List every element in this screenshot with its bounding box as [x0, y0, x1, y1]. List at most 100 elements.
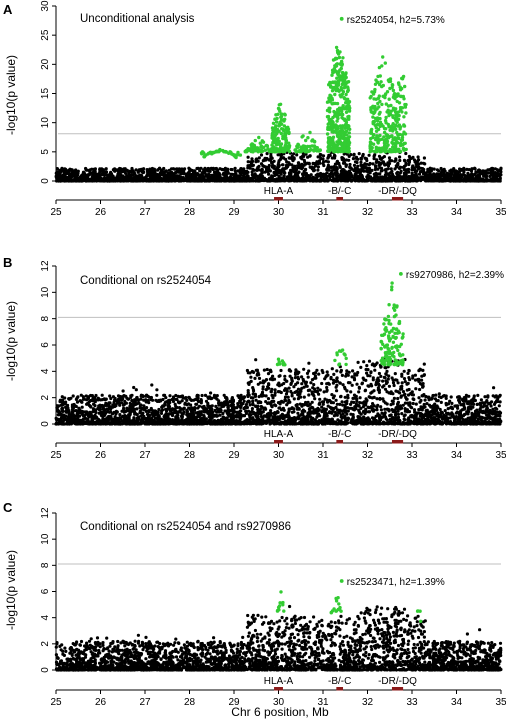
significant-snp-point — [400, 135, 405, 140]
significant-snp-point — [341, 90, 346, 94]
snp-point — [107, 175, 111, 179]
significant-snp-point — [301, 149, 305, 153]
snp-point — [396, 163, 400, 167]
panel-a-letter: A — [3, 2, 13, 17]
significant-snp-point — [348, 127, 352, 131]
snp-point — [449, 179, 453, 183]
significant-snp-point — [391, 106, 396, 110]
significant-snp-point — [304, 146, 309, 150]
significant-snp-point — [388, 112, 393, 117]
snp-point — [362, 166, 366, 170]
significant-snp-point — [344, 92, 348, 97]
snp-point — [348, 166, 352, 170]
significant-snp-point — [281, 146, 285, 150]
significant-snp-point — [328, 81, 332, 85]
snp-point — [353, 160, 358, 164]
significant-snp-point — [341, 56, 345, 60]
snp-point — [243, 177, 247, 181]
significant-snp-point — [384, 115, 388, 120]
snp-point — [327, 168, 331, 172]
snp-point — [413, 170, 417, 174]
snp-point — [439, 400, 443, 404]
snp-point — [330, 367, 334, 371]
significant-snp-point — [249, 143, 253, 147]
snp-point — [252, 173, 256, 177]
significant-snp-point — [391, 88, 396, 93]
snp-point — [328, 175, 332, 179]
snp-point — [424, 179, 428, 183]
snp-point — [158, 176, 162, 180]
snp-point — [145, 170, 150, 174]
snp-point — [345, 171, 349, 175]
snp-point — [198, 169, 202, 173]
significant-snp-point — [336, 79, 340, 84]
snp-point — [372, 157, 376, 161]
snp-point — [454, 172, 458, 176]
significant-snp-point — [273, 137, 277, 141]
snp-point — [356, 174, 360, 178]
snp-point — [473, 167, 477, 171]
snp-point — [321, 154, 326, 158]
significant-snp-point — [402, 124, 406, 128]
snp-point — [118, 413, 122, 417]
snp-point — [268, 158, 273, 162]
significant-snp-point — [342, 82, 346, 86]
significant-snp-point — [380, 102, 384, 107]
significant-snp-point — [377, 105, 381, 109]
snp-point — [304, 177, 308, 181]
significant-snp-point — [344, 110, 349, 115]
snp-point — [347, 177, 351, 181]
snp-point — [276, 170, 281, 174]
significant-snp-point — [398, 88, 403, 92]
significant-snp-point — [336, 73, 340, 77]
snp-point — [359, 365, 363, 369]
significant-snp-point — [383, 95, 387, 100]
snp-point — [127, 177, 131, 181]
x-tick-label: 29 — [228, 450, 240, 461]
snp-point — [423, 162, 427, 166]
snp-point — [267, 172, 271, 176]
snp-point — [167, 172, 171, 176]
significant-snp-point — [334, 64, 339, 68]
snp-point — [290, 154, 294, 158]
snp-point — [356, 157, 360, 161]
significant-snp-point — [382, 126, 387, 131]
significant-snp-point — [255, 146, 260, 150]
snp-point — [254, 179, 258, 183]
snp-point — [478, 169, 482, 173]
snp-point — [482, 173, 486, 177]
snp-point — [76, 169, 80, 173]
snp-point — [474, 175, 478, 179]
x-tick-label: 26 — [95, 450, 107, 461]
snp-point — [318, 152, 322, 157]
snp-point — [353, 168, 358, 173]
snp-point — [179, 171, 183, 175]
snp-point — [73, 169, 77, 173]
snp-point — [104, 170, 108, 174]
snp-point — [493, 177, 497, 182]
snp-point — [293, 164, 297, 168]
snp-point — [246, 389, 250, 393]
significant-snp-point — [389, 134, 394, 138]
significant-snp-point — [386, 136, 391, 140]
significant-snp-point — [379, 148, 383, 152]
snp-point — [240, 169, 244, 173]
significant-snp-point — [347, 109, 352, 113]
snp-point — [167, 168, 171, 172]
panel-a: A -log10(p value) Unconditional analysis… — [3, 0, 506, 218]
snp-point — [413, 167, 417, 172]
significant-snp-point — [380, 84, 384, 89]
x-tick-label: 30 — [273, 207, 285, 218]
snp-point — [332, 156, 336, 160]
significant-snp-point — [372, 97, 376, 101]
significant-snp-point — [330, 121, 334, 125]
snp-point — [82, 177, 86, 181]
snp-point — [174, 397, 178, 401]
snp-point — [368, 168, 372, 173]
y-tick-label: 4 — [40, 368, 51, 374]
snp-point — [265, 152, 269, 156]
significant-snp-point — [337, 89, 341, 93]
snp-point — [119, 179, 123, 183]
snp-point — [389, 167, 393, 171]
significant-snp-point — [271, 121, 276, 126]
